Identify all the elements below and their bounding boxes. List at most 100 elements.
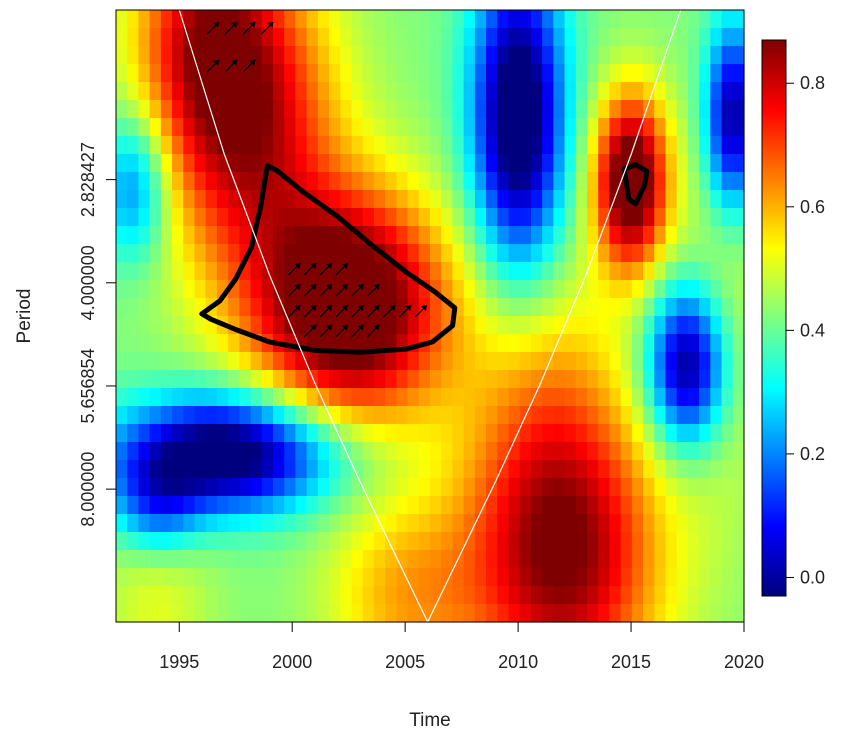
heatmap-cell [284,262,297,281]
heatmap-cell [250,532,263,551]
phase-arrow [335,283,349,297]
heatmap-cell [160,424,173,443]
heatmap-cell [385,460,397,479]
heatmap-cell [687,280,700,299]
heatmap-cell [385,118,397,137]
heatmap-cell [575,226,588,245]
heatmap-cell [665,208,678,227]
heatmap-cell [329,190,341,209]
heatmap-cell [183,82,196,101]
heatmap-cell [654,136,667,155]
heatmap-cell [665,442,678,461]
heatmap-cell [654,334,667,353]
heatmap-cell [116,46,128,65]
heatmap-cell [474,352,487,371]
heatmap-cell [710,64,723,83]
heatmap-cell [228,406,240,425]
heatmap-cell [430,604,442,623]
heatmap-cell [396,406,409,425]
phase-arrow [288,304,301,318]
heatmap-cell [273,172,285,191]
heatmap-cell [116,424,128,443]
heatmap-cell [553,208,566,227]
heatmap-cell [452,118,465,137]
heatmap-cell [160,28,173,47]
heatmap-cell [284,370,297,389]
heatmap-cell [273,262,285,281]
phase-arrow [242,59,256,73]
heatmap-cell [654,424,667,443]
heatmap-cell [273,424,285,443]
heatmap-cell [553,28,566,47]
heatmap-cell [362,568,375,587]
heatmap-cell [351,460,364,479]
heatmap-cell [631,226,644,245]
heatmap-cell [149,496,162,515]
heatmap-cell [620,550,633,569]
heatmap-cell [250,334,263,353]
heatmap-cell [497,46,510,65]
heatmap-cell [216,334,229,353]
heatmap-cell [441,532,454,551]
heatmap-cell [687,244,700,263]
heatmap-cell [273,298,285,317]
heatmap-cell [452,352,465,371]
heatmap-cell [732,334,745,353]
heatmap-cell [732,118,745,137]
heatmap-cell [340,550,353,569]
heatmap-cell [351,100,364,119]
heatmap-cell [542,226,554,245]
heatmap-cell [732,532,745,551]
heatmap-cell [317,514,330,533]
heatmap-cell [317,172,330,191]
heatmap-cell [564,10,577,29]
heatmap-cell [216,460,229,479]
heatmap-cell [430,100,442,119]
heatmap-cell [710,262,723,281]
heatmap-cell [575,64,588,83]
heatmap-cell [273,190,285,209]
heatmap-cell [149,28,162,47]
heatmap-cell [486,550,498,569]
heatmap-cell [721,586,734,605]
heatmap-cell [441,46,454,65]
heatmap-cell [295,100,308,119]
heatmap-cell [575,100,588,119]
heatmap-cell [463,514,476,533]
heatmap-cell [340,262,353,281]
heatmap-cell [710,226,723,245]
heatmap-cell [710,136,723,155]
heatmap-cell [127,82,140,101]
heatmap-cell [373,154,386,173]
heatmap-cell [373,352,386,371]
heatmap-cell [497,190,510,209]
heatmap-cell [587,172,599,191]
heatmap-cell [732,586,745,605]
heatmap-cell [149,64,162,83]
heatmap-cell [631,550,644,569]
heatmap-cell [418,100,431,119]
heatmap-cell [183,586,196,605]
heatmap-cell [194,28,207,47]
heatmap-cell [295,532,308,551]
heatmap-cell [609,262,622,281]
heatmap-cell [295,586,308,605]
heatmap-cell [665,352,678,371]
heatmap-cell [587,568,599,587]
heatmap-cell [340,100,353,119]
heatmap-cell [261,118,274,137]
colorbar-tick-label: 0.6 [800,197,825,217]
heatmap-cell [407,154,420,173]
heatmap-cell [317,298,330,317]
heatmap-cell [138,316,151,335]
heatmap-cell [564,604,577,623]
heatmap-cell [654,100,667,119]
heatmap-cell [351,514,364,533]
heatmap-cell [665,406,678,425]
heatmap-cell [340,154,353,173]
heatmap-cell [665,388,678,407]
heatmap-cell [127,190,140,209]
heatmap-cell [138,64,151,83]
heatmap-cell [160,64,173,83]
heatmap-cell [519,460,532,479]
